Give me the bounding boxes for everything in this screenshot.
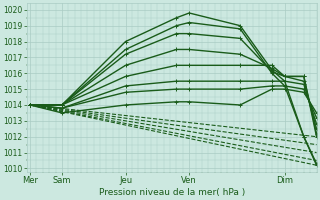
X-axis label: Pression niveau de la mer( hPa ): Pression niveau de la mer( hPa ): [99, 188, 245, 197]
